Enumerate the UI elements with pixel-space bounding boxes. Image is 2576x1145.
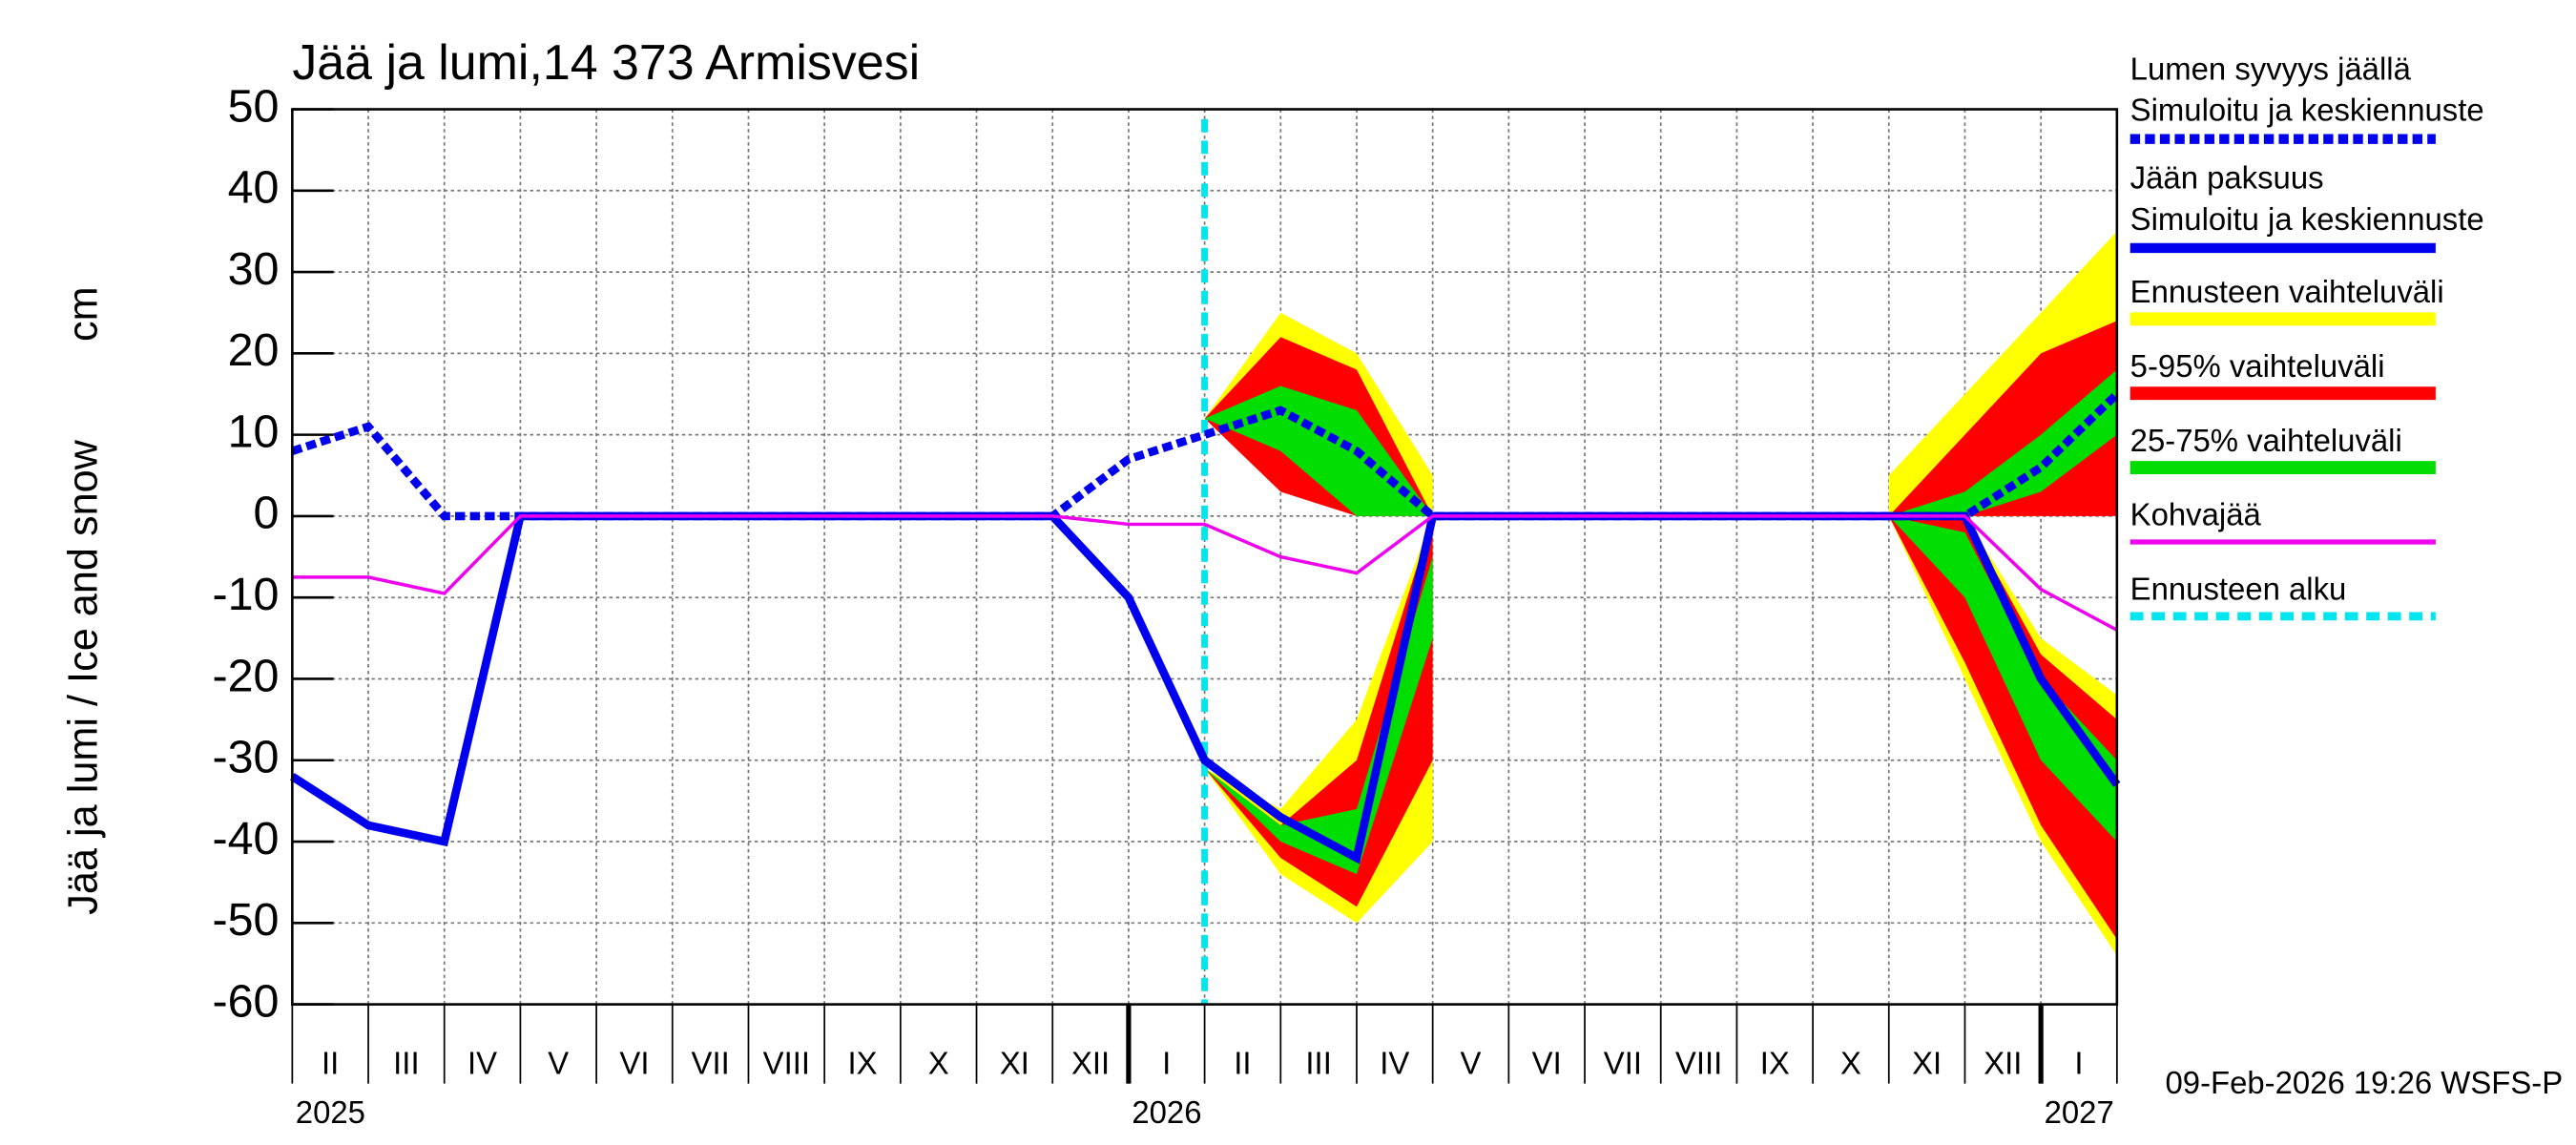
month-label: I (2074, 1045, 2083, 1080)
month-label: VI (1532, 1045, 1562, 1080)
band-area (1204, 556, 1433, 875)
chart-title: Jää ja lumi,14 373 Armisvesi (292, 35, 920, 91)
y-tick-label: 20 (228, 324, 280, 376)
legend-label: 5-95% vaihteluväli (2130, 348, 2385, 384)
y-axis-unit: cm (60, 286, 106, 342)
band-area (1204, 385, 1433, 516)
legend-label: Jään paksuus (2130, 160, 2324, 196)
month-label: XII (1071, 1045, 1110, 1080)
series-line (292, 514, 2118, 632)
y-tick-label: 0 (254, 488, 280, 539)
band-area (1888, 515, 2117, 843)
month-label: IV (1380, 1045, 1409, 1080)
month-label: II (1234, 1045, 1251, 1080)
month-label: VIII (1675, 1045, 1722, 1080)
footer: 09-Feb-2026 19:26 WSFS-P (2166, 1065, 2564, 1100)
y-tick-label: 40 (228, 162, 280, 214)
legend-label: Ennusteen vaihteluväli (2130, 274, 2444, 309)
y-tick-label: -50 (212, 894, 279, 946)
month-label: X (928, 1045, 949, 1080)
month-label: VII (1604, 1045, 1642, 1080)
y-tick-label: 50 (228, 80, 280, 132)
legend-label: Ennusteen alku (2130, 572, 2347, 607)
year-label: 2026 (1132, 1094, 1201, 1130)
legend-label: Lumen syvyys jäällä (2130, 51, 2412, 86)
legend-label: 25-75% vaihteluväli (2130, 423, 2402, 458)
month-label: VII (692, 1045, 730, 1080)
month-label: V (548, 1045, 569, 1080)
legend-label: Kohvajää (2130, 497, 2262, 532)
y-tick-label: 30 (228, 243, 280, 295)
band-area (1888, 515, 2117, 940)
month-label: XI (1000, 1045, 1029, 1080)
y-tick-label: -20 (212, 650, 279, 701)
month-label: IV (467, 1045, 497, 1080)
month-label: XII (1984, 1045, 2022, 1080)
month-label: VIII (763, 1045, 810, 1080)
legend-note: Simuloitu ja keskiennuste (2130, 201, 2484, 237)
year-label: 2027 (2045, 1094, 2114, 1130)
y-tick-label: -40 (212, 813, 279, 864)
month-label: IX (1760, 1045, 1790, 1080)
month-label: I (1162, 1045, 1171, 1080)
y-tick-label: -30 (212, 732, 279, 783)
y-axis-label: Jää ja lumi / Ice and snow (60, 439, 106, 914)
month-label: X (1840, 1045, 1861, 1080)
month-label: II (322, 1045, 339, 1080)
month-label: III (393, 1045, 419, 1080)
legend-note: Simuloitu ja keskiennuste (2130, 93, 2484, 128)
plot-frame (291, 108, 2119, 1006)
y-tick-label: 10 (228, 406, 280, 457)
month-label: III (1305, 1045, 1331, 1080)
month-label: XI (1912, 1045, 1942, 1080)
month-label: IX (847, 1045, 877, 1080)
year-label: 2025 (296, 1094, 365, 1130)
y-tick-label: -60 (212, 975, 279, 1027)
month-label: V (1461, 1045, 1482, 1080)
y-tick-label: -10 (212, 569, 279, 620)
month-label: VI (619, 1045, 649, 1080)
